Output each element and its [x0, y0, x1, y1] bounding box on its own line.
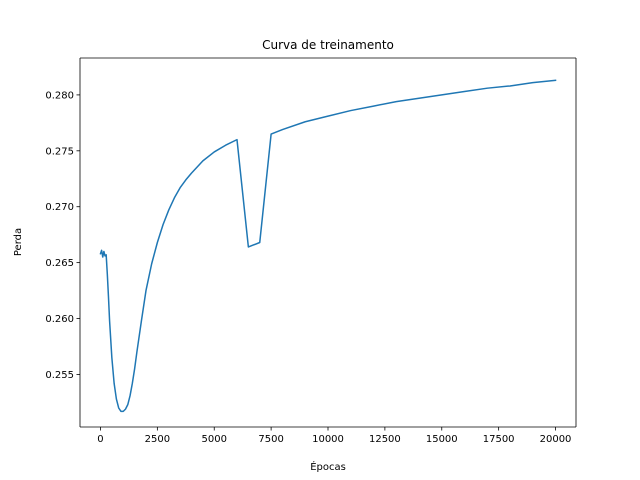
x-tick-label: 5000 [202, 434, 227, 445]
x-tick-label: 2500 [145, 434, 170, 445]
x-tick-label: 15000 [426, 434, 458, 445]
y-tick-label: 0.255 [45, 370, 74, 381]
x-tick-label: 20000 [540, 434, 572, 445]
y-tick-label: 0.260 [45, 314, 74, 325]
x-tick-label: 7500 [258, 434, 283, 445]
y-axis-label: Perda [13, 228, 24, 256]
x-tick-label: 12500 [369, 434, 401, 445]
chart-title: Curva de treinamento [262, 38, 394, 52]
x-tick-label: 17500 [483, 434, 515, 445]
y-tick-label: 0.275 [45, 146, 74, 157]
x-axis-label: Épocas [310, 460, 346, 473]
y-tick-label: 0.280 [45, 90, 74, 101]
y-tick-label: 0.270 [45, 202, 74, 213]
x-tick-label: 10000 [312, 434, 344, 445]
plot-area: 0 2500 5000 7500 10000 12500 15000 17500 20000 0.… [45, 57, 577, 445]
y-tick-label: 0.265 [45, 258, 74, 269]
series-line [99, 79, 557, 413]
x-tick-label: 0 [97, 434, 103, 445]
